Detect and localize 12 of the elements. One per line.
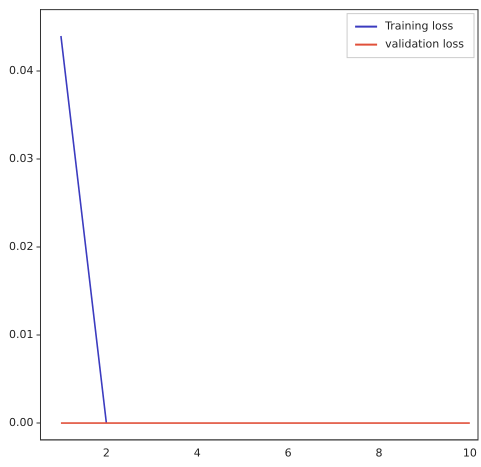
y-tick-label: 0.04 bbox=[8, 64, 34, 78]
x-tick-label: 4 bbox=[194, 446, 201, 460]
x-tick-label: 6 bbox=[284, 446, 292, 460]
x-tick-label: 10 bbox=[462, 446, 477, 460]
x-tick-label: 8 bbox=[375, 446, 382, 460]
y-tick-label: 0.03 bbox=[8, 152, 34, 166]
y-tick-label: 0.01 bbox=[8, 328, 34, 341]
x-tick-label: 2 bbox=[102, 446, 110, 460]
legend-label: Training loss bbox=[384, 19, 454, 32]
legend-label: validation loss bbox=[385, 37, 464, 50]
y-tick-label: 0.02 bbox=[8, 240, 34, 253]
y-tick-label: 0.00 bbox=[8, 416, 34, 429]
